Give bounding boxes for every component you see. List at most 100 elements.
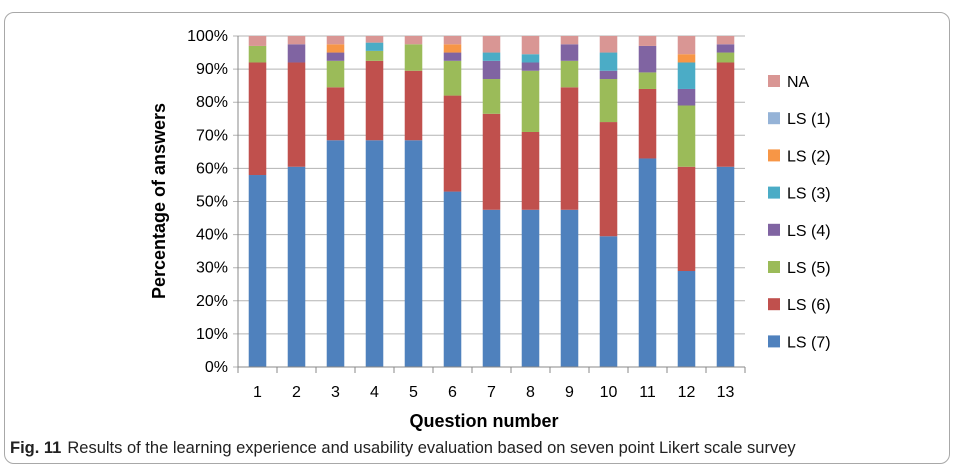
y-tick-label: 10%: [196, 326, 228, 343]
bar-segment-ls-5: [443, 60, 462, 96]
bar-segment-ls-7: [560, 209, 579, 367]
x-axis-title: Question number: [409, 411, 558, 431]
bar-segment-ls-6: [287, 62, 306, 167]
bar-segment-ls-6: [482, 113, 501, 210]
x-tick-label: 9: [565, 384, 574, 401]
legend-label: LS (1): [787, 111, 831, 128]
bar-segment-na: [560, 36, 579, 45]
bar-segment-na: [443, 36, 462, 45]
bar-segment-ls-7: [599, 236, 618, 367]
bar-segment-na: [482, 36, 501, 53]
bar-segment-ls-4: [482, 60, 501, 80]
y-axis-title: Percentage of answers: [149, 103, 169, 299]
caption-label: Fig. 11: [10, 439, 62, 457]
bar-segment-ls-4: [716, 44, 735, 53]
legend-label: LS (4): [787, 223, 831, 240]
bar-segment-na: [365, 36, 384, 43]
bar-segment-na: [248, 36, 267, 46]
bar-segment-ls-7: [482, 209, 501, 367]
x-tick-label: 7: [487, 384, 496, 401]
legend-label: LS (2): [787, 148, 831, 165]
bar-segment-ls-6: [638, 88, 657, 159]
x-tick-label: 4: [370, 384, 379, 401]
bar-segment-ls-5: [716, 52, 735, 63]
y-tick-label: 60%: [196, 160, 228, 177]
bar-segment-ls-7: [248, 175, 267, 367]
bar-segment-ls-4: [443, 52, 462, 61]
x-tick-label: 2: [292, 384, 301, 401]
x-tick-label: 13: [717, 384, 735, 401]
bars: [248, 36, 735, 367]
legend-label: LS (7): [787, 334, 831, 351]
bar-segment-ls-6: [365, 60, 384, 141]
bar-segment-ls-7: [404, 140, 423, 367]
legend-swatch: [768, 223, 780, 236]
bar-segment-ls-3: [482, 52, 501, 61]
legend-swatch: [768, 75, 780, 87]
bar-segment-ls-7: [326, 140, 345, 367]
bar-segment-na: [521, 36, 540, 55]
bar-segment-ls-6: [521, 131, 540, 210]
bar-segment-ls-5: [365, 50, 384, 61]
bar-segment-ls-6: [560, 87, 579, 210]
bar-segment-ls-6: [716, 62, 735, 167]
legend-swatch: [768, 298, 780, 311]
bar-segment-ls-5: [599, 79, 618, 123]
bar-segment-ls-4: [287, 44, 306, 63]
axes: [237, 36, 746, 373]
bar-segment-ls-3: [599, 52, 618, 71]
bar-segment-ls-5: [248, 45, 267, 63]
legend-swatch: [768, 186, 780, 199]
x-tick-label: 3: [331, 384, 340, 401]
bar-segment-ls-6: [326, 87, 345, 141]
y-tick-label: 100%: [187, 28, 228, 45]
legend-swatch: [768, 261, 780, 273]
figure-caption: Fig. 11 Results of the learning experienc…: [10, 439, 950, 458]
bar-segment-na: [716, 36, 735, 45]
x-tick-label: 6: [448, 384, 457, 401]
legend-swatch: [768, 149, 780, 162]
y-tick-label: 50%: [196, 194, 228, 211]
legend-label: LS (3): [787, 186, 831, 203]
bar-segment-ls-3: [365, 42, 384, 51]
bar-segment-na: [287, 36, 306, 45]
bar-segment-ls-2: [677, 54, 696, 63]
y-tick-label: 70%: [196, 127, 228, 144]
bar-segment-ls-7: [365, 140, 384, 367]
bar-segment-na: [638, 36, 657, 46]
bar-segment-ls-3: [521, 54, 540, 63]
x-tick-labels: 1 2 3 4 5 6 7 8 9 10 11 12 13: [253, 384, 734, 401]
x-tick-label: 5: [409, 384, 418, 401]
bar-segment-ls-2: [326, 44, 345, 53]
bar-segment-ls-3: [677, 62, 696, 89]
bar-segment-ls-7: [677, 271, 696, 367]
bar-segment-ls-4: [599, 70, 618, 80]
bar-segment-ls-5: [521, 70, 540, 132]
bar-segment-ls-5: [638, 72, 657, 89]
figure-frame: [4, 12, 950, 464]
bar-segment-na: [326, 36, 345, 45]
bar-segment-ls-4: [677, 88, 696, 106]
bar-segment-ls-7: [521, 209, 540, 367]
bar-segment-ls-4: [521, 62, 540, 71]
bar-segment-na: [677, 36, 696, 55]
y-tick-labels: 0% 10% 20% 30% 40% 50% 60% 70% 80% 90% 100%: [187, 28, 228, 376]
x-tick-label: 10: [600, 384, 618, 401]
bar-segment-ls-6: [443, 95, 462, 192]
legend-label: NA: [787, 74, 810, 91]
y-tick-label: 40%: [196, 227, 228, 244]
legend-label: LS (6): [787, 297, 831, 314]
bar-segment-ls-7: [443, 191, 462, 367]
bar-segment-ls-6: [677, 166, 696, 272]
legend: NA LS (1) LS (2) LS (3) LS (4) LS (5) LS (6) LS…: [768, 74, 831, 351]
legend-swatch: [768, 335, 780, 348]
bar-segment-ls-5: [560, 60, 579, 88]
legend-swatch: [768, 112, 780, 125]
y-tick-label: 30%: [196, 260, 228, 277]
y-tick-label: 0%: [205, 359, 228, 376]
bar-segment-ls-5: [404, 44, 423, 71]
y-tick-label: 20%: [196, 293, 228, 310]
caption-text: Results of the learning experience and u…: [67, 439, 796, 457]
y-tick-label: 80%: [196, 94, 228, 111]
